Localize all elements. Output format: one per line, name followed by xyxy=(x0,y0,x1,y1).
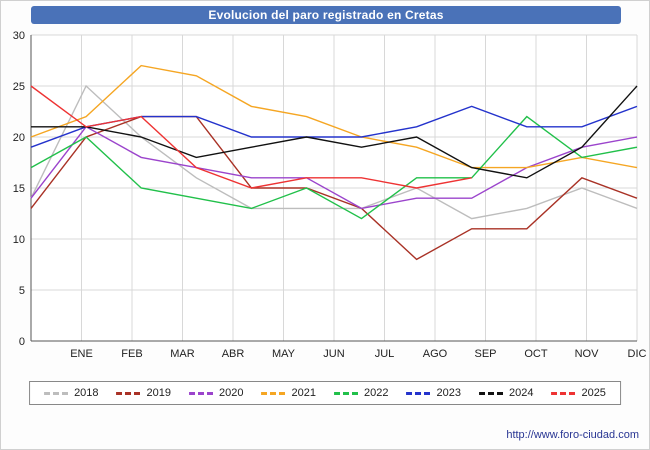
x-tick-label: JUL xyxy=(375,348,395,360)
legend-item-2018: 2018 xyxy=(44,387,99,399)
legend-label: 2024 xyxy=(508,387,534,399)
legend-line-swatch xyxy=(478,391,503,395)
legend-item-2022: 2022 xyxy=(334,387,388,399)
y-tick-label: 10 xyxy=(13,234,25,246)
y-tick-label: 15 xyxy=(13,183,25,195)
legend: 2018 2019 2020 2021 2022 2023 2024 2025 xyxy=(29,381,621,405)
x-tick-label: JUN xyxy=(323,348,344,360)
legend-line-swatch xyxy=(406,391,431,395)
line-chart: 0 5 10 15 20 25 30 ENE FEB MAR ABR MAY JUN JUL AGO SEP O… xyxy=(13,30,647,360)
legend-label: 2019 xyxy=(146,387,172,399)
legend-line-swatch xyxy=(116,391,141,395)
y-tick-label: 20 xyxy=(13,132,25,144)
legend-label: 2018 xyxy=(74,387,99,399)
x-tick-label: DIC xyxy=(628,348,647,360)
legend-item-2024: 2024 xyxy=(478,387,534,399)
legend-line-swatch xyxy=(44,391,69,395)
x-tick-label: FEB xyxy=(121,348,142,360)
chart-title: Evolucion del paro registrado en Cretas xyxy=(31,6,621,24)
legend-line-swatch xyxy=(334,391,358,395)
legend-label: 2021 xyxy=(291,387,316,399)
legend-label: 2022 xyxy=(364,387,389,399)
x-tick-label: AGO xyxy=(423,348,448,360)
legend-item-2021: 2021 xyxy=(261,387,316,399)
y-tick-label: 25 xyxy=(13,81,25,93)
legend-label: 2020 xyxy=(219,387,244,399)
x-tick-label: MAR xyxy=(170,348,195,360)
legend-line-swatch xyxy=(551,391,576,395)
x-tick-label: OCT xyxy=(524,348,548,360)
legend-item-2023: 2023 xyxy=(406,387,461,399)
series-line-2024 xyxy=(31,85,638,179)
x-tick-label: ENE xyxy=(70,348,93,360)
legend-line-swatch xyxy=(261,391,286,395)
y-tick-label: 0 xyxy=(19,336,25,348)
legend-label: 2025 xyxy=(581,387,606,399)
legend-item-2019: 2019 xyxy=(116,387,172,399)
series-line-2020 xyxy=(30,125,638,210)
series-line-2018 xyxy=(30,84,638,220)
legend-item-2025: 2025 xyxy=(551,387,606,399)
legend-item-2020: 2020 xyxy=(189,387,244,399)
series-line-2019 xyxy=(30,115,638,261)
x-tick-label: SEP xyxy=(474,348,496,360)
series-line-2022 xyxy=(30,115,638,220)
y-tick-label: 30 xyxy=(13,30,25,42)
legend-line-swatch xyxy=(189,391,214,395)
series-line-2025 xyxy=(30,85,472,189)
watermark-url[interactable]: http://www.foro-ciudad.com xyxy=(506,429,639,441)
series-line-2021 xyxy=(30,64,638,169)
legend-label: 2023 xyxy=(436,387,461,399)
x-tick-label: ABR xyxy=(222,348,245,360)
x-tick-label: NOV xyxy=(575,348,600,360)
x-tick-label: MAY xyxy=(272,348,296,360)
y-tick-label: 5 xyxy=(19,285,25,297)
